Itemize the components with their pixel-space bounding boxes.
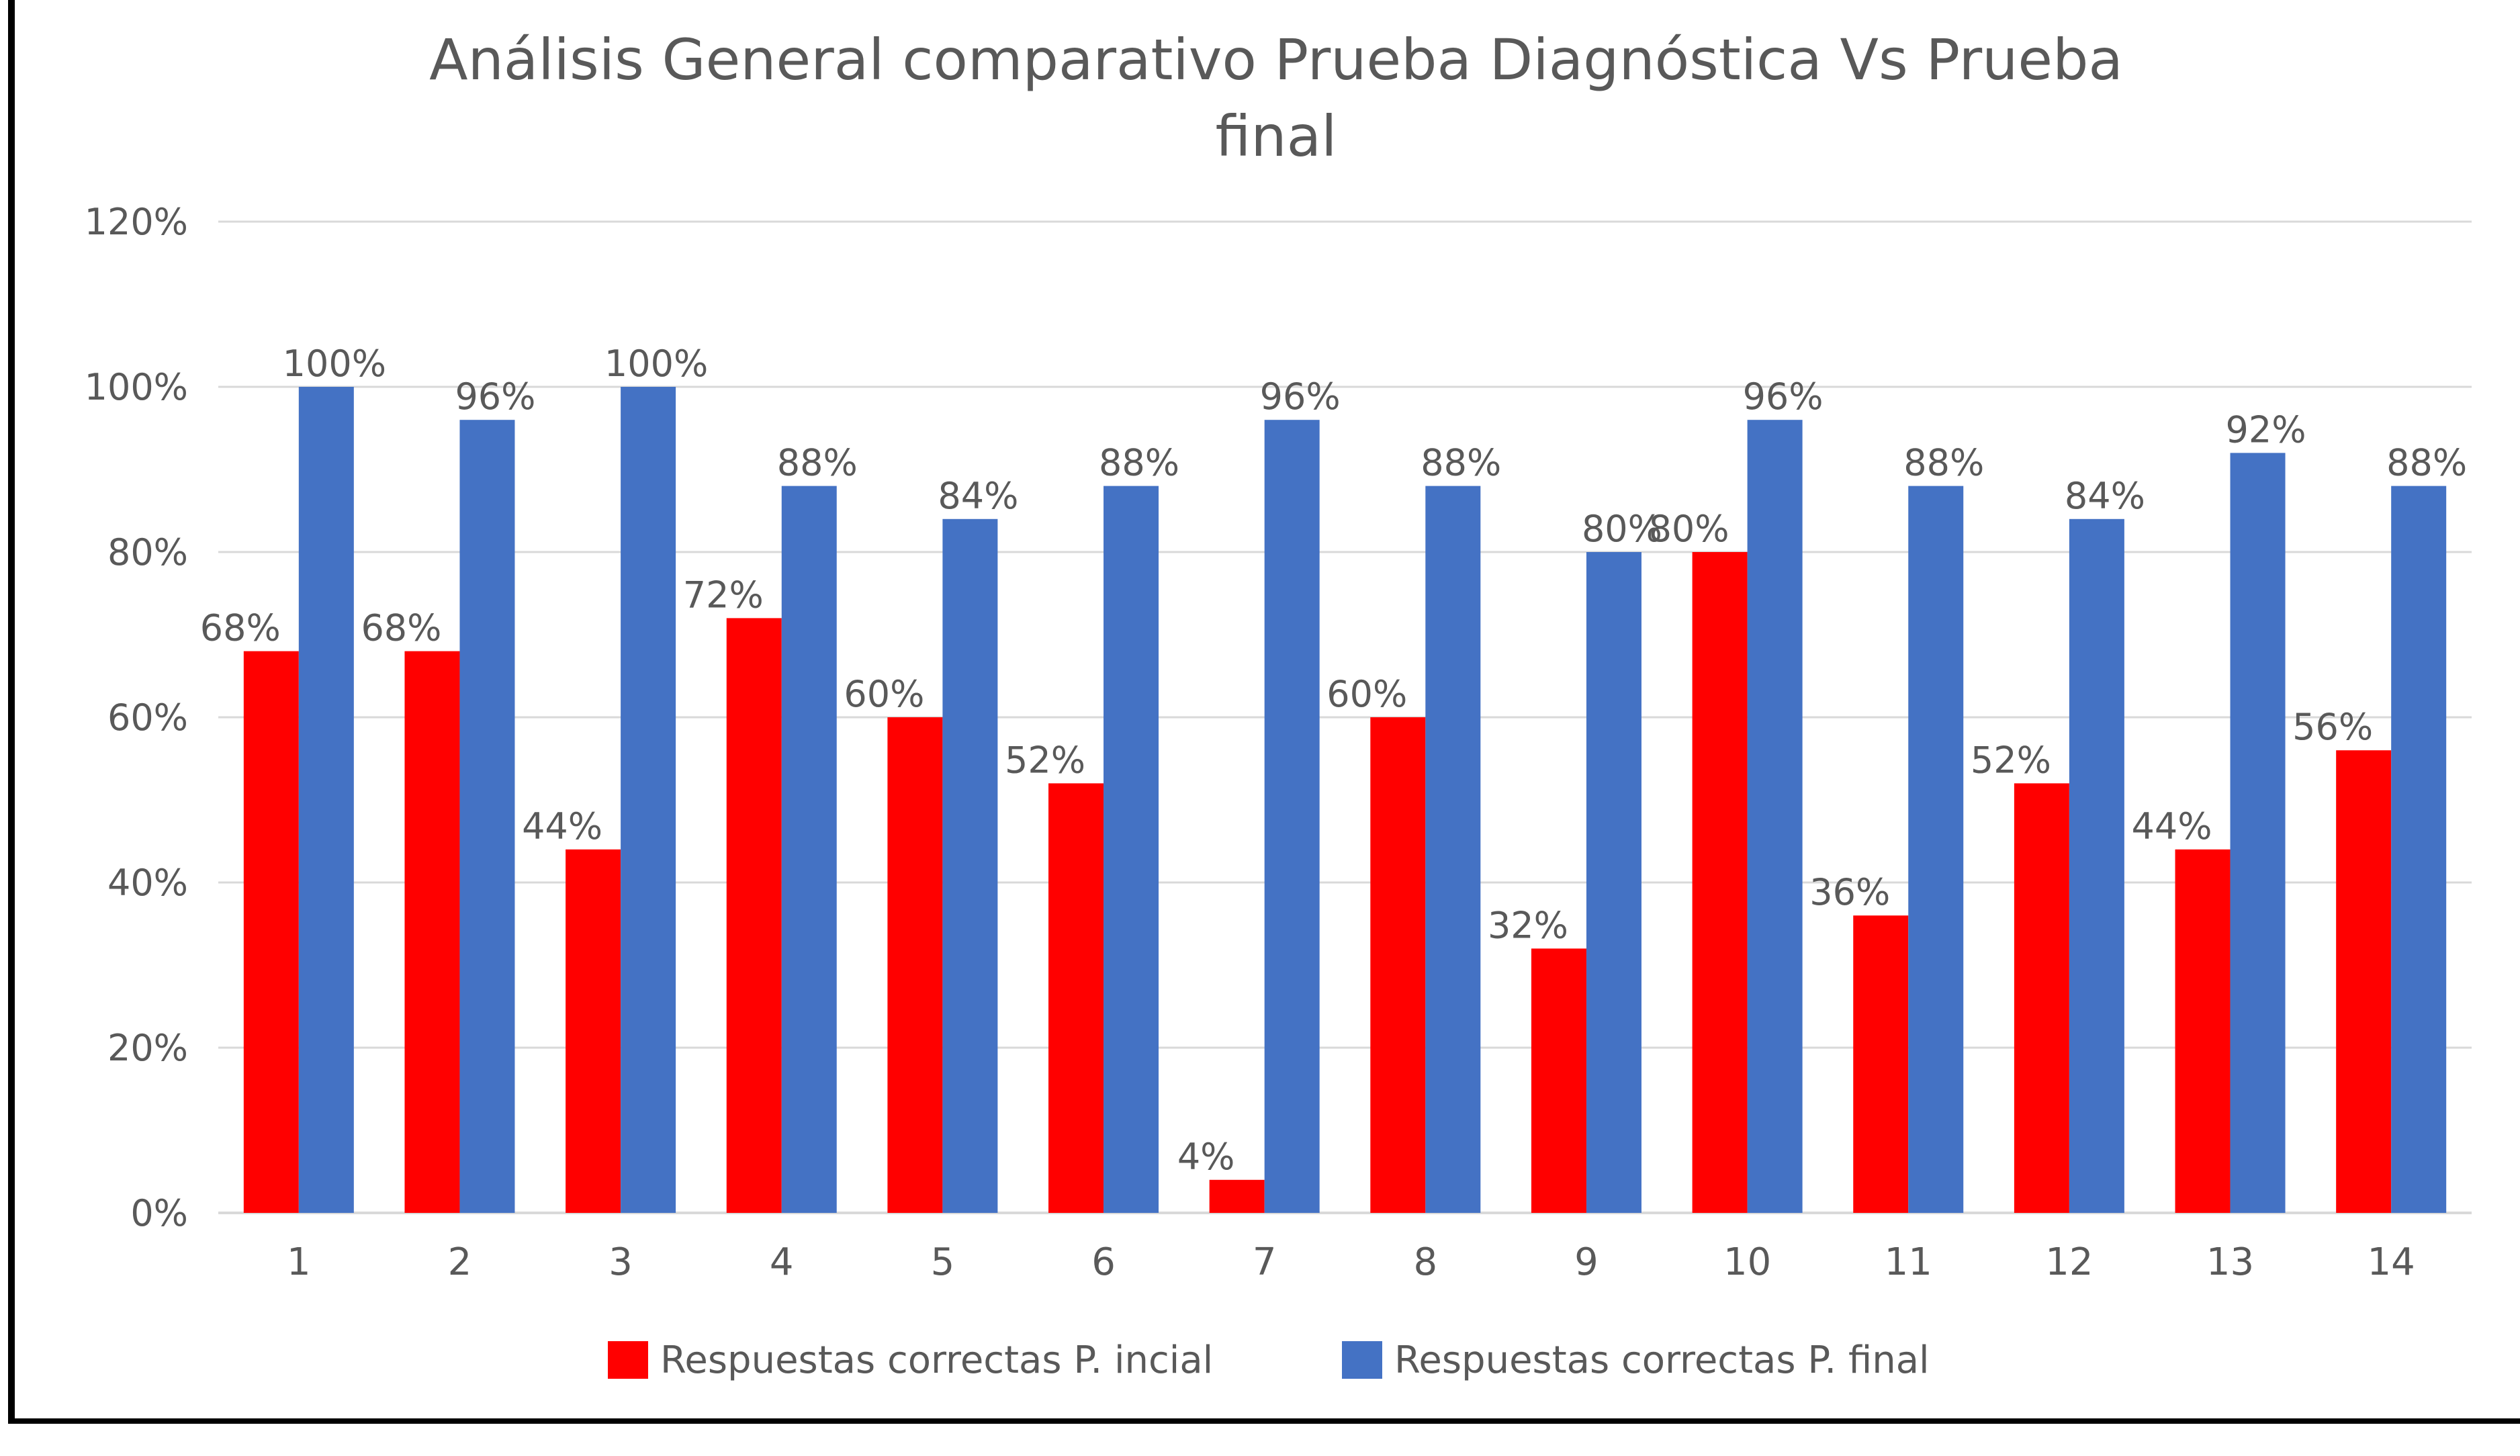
y-axis-ticks: 0% 20% 40% 60% 80% 100% 120% <box>85 201 188 1234</box>
data-label-initial: 44% <box>522 805 602 848</box>
frame-bottom-border <box>8 1418 2520 1424</box>
bar-final <box>1264 420 1320 1214</box>
legend-item-final: Respuestas correctas P. final <box>1342 1338 1930 1382</box>
bar-final <box>1908 486 1964 1213</box>
bar-final <box>781 486 837 1213</box>
bar-initial <box>887 717 943 1213</box>
x-tick-label: 14 <box>2368 1240 2415 1284</box>
x-tick-label: 8 <box>1414 1240 1438 1284</box>
x-tick-label: 13 <box>2206 1240 2254 1284</box>
x-tick-label: 5 <box>931 1240 955 1284</box>
data-label-final: 92% <box>2226 408 2306 451</box>
data-label-initial: 52% <box>1005 739 1085 781</box>
data-label-initial: 60% <box>1326 673 1407 715</box>
bar-final <box>459 420 515 1214</box>
data-label-final: 80% <box>1582 508 1662 550</box>
x-tick-label: 12 <box>2045 1240 2093 1284</box>
bar-initial <box>2336 750 2392 1213</box>
bar-initial <box>566 849 621 1213</box>
bar-initial <box>1692 552 1748 1213</box>
x-tick-label: 1 <box>287 1240 311 1284</box>
bar-final <box>1104 486 1159 1213</box>
x-tick-label: 10 <box>1723 1240 1771 1284</box>
data-label-final: 84% <box>938 475 1018 517</box>
bar-final <box>621 387 676 1213</box>
data-label-final: 96% <box>455 375 535 418</box>
x-tick-label: 7 <box>1253 1240 1277 1284</box>
x-axis-ticks: 1 2 3 4 5 6 7 8 9 10 11 12 13 14 <box>287 1240 2415 1284</box>
legend: Respuestas correctas P. incial Respuestas… <box>608 1338 1930 1382</box>
bar-final <box>298 387 354 1213</box>
data-label-final: 88% <box>2386 442 2467 484</box>
data-label-final: 100% <box>604 343 708 385</box>
chart-title-line-1: Análisis General comparativo Prueba Diag… <box>429 27 2123 93</box>
bar-final <box>2069 518 2124 1213</box>
bar-initial <box>1853 915 1909 1213</box>
chart-title: Análisis General comparativo Prueba Diag… <box>429 27 2123 169</box>
data-label-final: 88% <box>1903 442 1984 484</box>
bar-initial <box>1209 1179 1265 1213</box>
bar-final <box>1586 552 1641 1213</box>
bar-final <box>2230 453 2286 1213</box>
bar-initial <box>243 651 299 1213</box>
data-label-final: 84% <box>2065 475 2145 517</box>
legend-label: Respuestas correctas P. final <box>1394 1338 1930 1382</box>
bar-initial <box>1370 717 1426 1213</box>
y-tick-label: 0% <box>130 1192 188 1234</box>
y-tick-label: 60% <box>107 696 188 739</box>
bar-initial <box>404 651 460 1213</box>
legend-swatch <box>1342 1341 1382 1379</box>
data-label-initial: 68% <box>200 607 281 649</box>
data-label-initial: 72% <box>683 574 764 616</box>
x-tick-label: 4 <box>770 1240 794 1284</box>
data-label-final: 88% <box>1421 442 1501 484</box>
x-tick-label: 11 <box>1885 1240 1932 1284</box>
gridlines <box>218 220 2472 1214</box>
legend-swatch <box>608 1341 648 1379</box>
bar-initial <box>1531 948 1586 1213</box>
x-tick-label: 9 <box>1574 1240 1599 1284</box>
x-tick-label: 6 <box>1091 1240 1116 1284</box>
bar-final <box>942 518 998 1213</box>
data-label-initial: 52% <box>1971 739 2051 781</box>
bar-final <box>1425 486 1481 1213</box>
data-label-initial: 4% <box>1177 1136 1235 1178</box>
data-label-initial: 44% <box>2132 805 2212 848</box>
bar-initial <box>726 618 782 1213</box>
legend-item-initial: Respuestas correctas P. incial <box>608 1338 1213 1382</box>
y-tick-label: 120% <box>85 201 188 243</box>
data-label-initial: 32% <box>1488 904 1568 946</box>
frame-left-border <box>8 0 15 1424</box>
bar-final <box>1747 420 1803 1214</box>
chart-title-line-2: final <box>1216 103 1337 169</box>
data-label-initial: 56% <box>2292 706 2373 748</box>
y-tick-label: 20% <box>107 1027 188 1069</box>
data-label-initial: 80% <box>1649 508 1729 550</box>
y-tick-label: 40% <box>107 862 188 904</box>
x-tick-label: 2 <box>448 1240 472 1284</box>
data-label-initial: 68% <box>361 607 441 649</box>
data-label-final: 88% <box>1099 442 1179 484</box>
data-label-final: 96% <box>1743 375 1824 418</box>
y-tick-label: 100% <box>85 366 188 408</box>
bar-initial <box>2175 849 2231 1213</box>
bar-initial <box>2014 783 2069 1213</box>
bars <box>243 387 2447 1214</box>
y-tick-label: 80% <box>107 531 188 574</box>
bar-final <box>2391 486 2447 1213</box>
bar-initial <box>1048 783 1104 1213</box>
x-tick-label: 3 <box>609 1240 633 1284</box>
data-label-final: 96% <box>1260 375 1341 418</box>
data-label-initial: 60% <box>844 673 924 715</box>
legend-label: Respuestas correctas P. incial <box>660 1338 1213 1382</box>
data-label-final: 88% <box>777 442 858 484</box>
data-label-initial: 36% <box>1809 871 1890 913</box>
data-label-final: 100% <box>283 343 386 385</box>
data-labels: 68% 100% 68% 96% 44% 100% 72% 88% 60% 84% 52% 88% 4%… <box>200 343 2467 1178</box>
